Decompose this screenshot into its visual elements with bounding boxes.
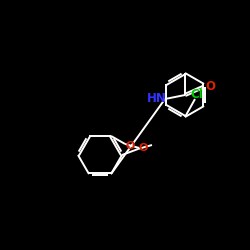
Text: O: O: [205, 80, 215, 94]
Text: Cl: Cl: [191, 88, 203, 102]
Text: O: O: [125, 141, 135, 151]
Text: O: O: [138, 143, 148, 153]
Text: HN: HN: [147, 92, 167, 104]
